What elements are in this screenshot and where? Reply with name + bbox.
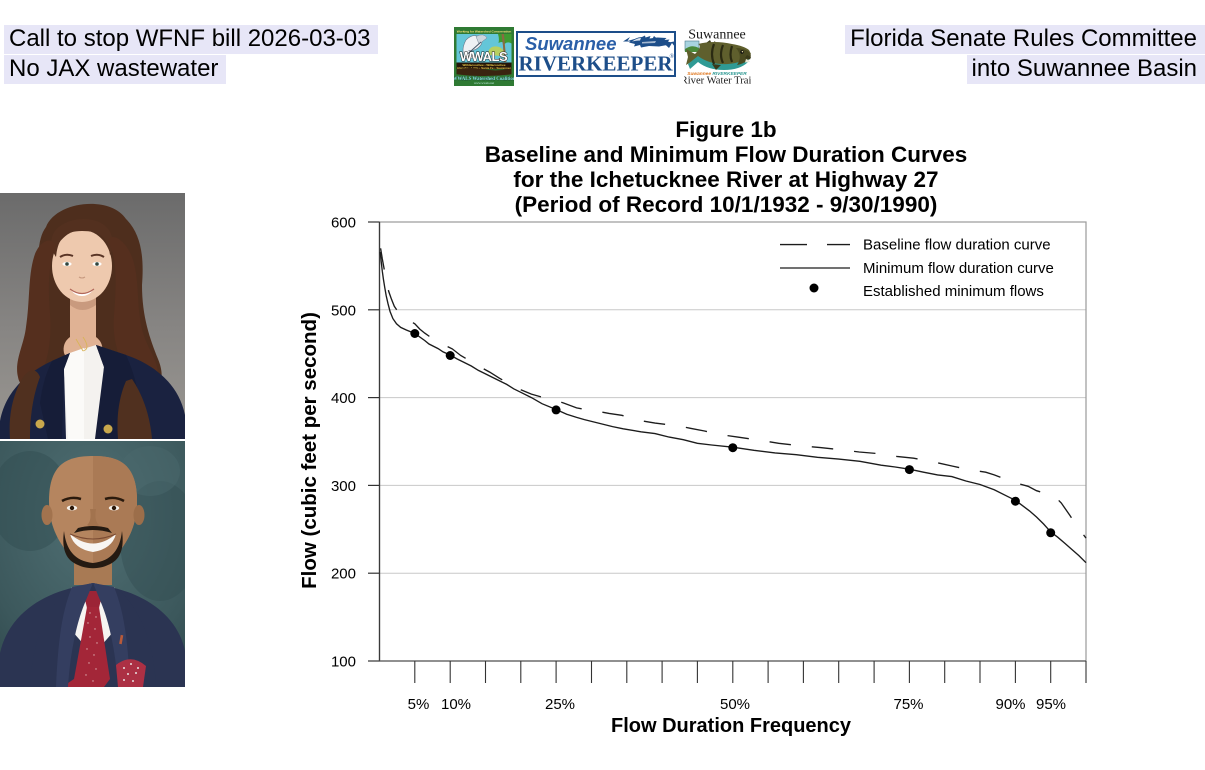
svg-text:600: 600 [331,215,356,232]
svg-text:Flow Duration Frequency: Flow Duration Frequency [611,715,852,737]
svg-text:Suwannee: Suwannee [688,28,746,43]
svg-text:Suwannee RIVERKEEPER: Suwannee RIVERKEEPER [687,71,747,77]
svg-text:Baseline flow duration curve: Baseline flow duration curve [863,237,1051,254]
svg-text:Baseline and Minimum Flow Dura: Baseline and Minimum Flow Duration Curve… [485,142,968,167]
svg-text:WWALS: WWALS [460,49,508,64]
svg-text:Working for Watershed Conserva: Working for Watershed Conservation [457,30,512,34]
svg-text:River Water Trail: River Water Trail [684,76,751,85]
svg-text:300: 300 [331,478,356,495]
svg-text:Figure 1b: Figure 1b [675,117,776,142]
svg-text:(Period of Record 10/1/1932 -: (Period of Record 10/1/1932 - 9/30/1990) [515,192,938,217]
svg-text:®: ® [670,53,675,60]
svg-text:25%: 25% [545,696,575,713]
svg-text:100: 100 [331,654,356,671]
svg-text:500: 500 [331,302,356,319]
svg-text:WWALS Watershed Coalition: WWALS Watershed Coalition [454,77,514,82]
svg-text:Flow (cubic feet per second): Flow (cubic feet per second) [298,312,321,589]
svg-text:10%: 10% [441,696,471,713]
svg-text:50%: 50% [720,696,750,713]
svg-text:for the Ichetucknee River at H: for the Ichetucknee River at Highway 27 [513,167,938,192]
svg-text:www.wwals.net: www.wwals.net [474,81,494,85]
svg-text:Established minimum flows: Established minimum flows [863,283,1044,300]
svg-text:Minimum flow duration curve: Minimum flow duration curve [863,260,1054,277]
svg-text:5%: 5% [408,696,430,713]
svg-text:75%: 75% [893,696,923,713]
svg-text:95%: 95% [1036,696,1066,713]
svg-text:400: 400 [331,390,356,407]
svg-text:RIVERKEEPER: RIVERKEEPER [519,52,674,76]
svg-text:Withlacoochee • Willacoochee: Withlacoochee • Willacoochee [462,63,505,67]
svg-text:90%: 90% [995,696,1025,713]
svg-text:Suwannee: Suwannee [525,33,617,54]
svg-text:200: 200 [331,566,356,583]
svg-text:Alapaha • Little • Santa Fe •: Alapaha • Little • Santa Fe • Suwannee [457,66,512,70]
